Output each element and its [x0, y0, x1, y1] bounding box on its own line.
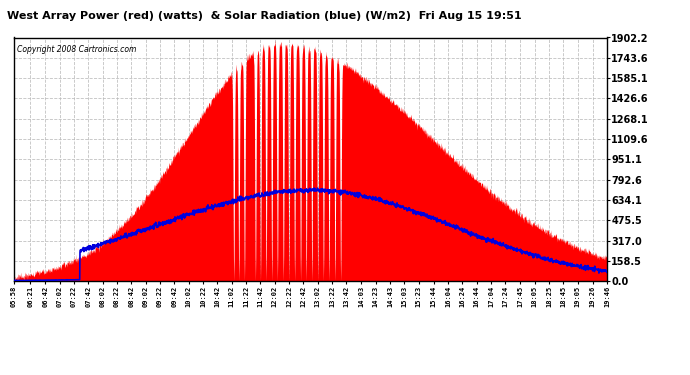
Text: Copyright 2008 Cartronics.com: Copyright 2008 Cartronics.com: [17, 45, 136, 54]
Text: West Array Power (red) (watts)  & Solar Radiation (blue) (W/m2)  Fri Aug 15 19:5: West Array Power (red) (watts) & Solar R…: [7, 11, 522, 21]
